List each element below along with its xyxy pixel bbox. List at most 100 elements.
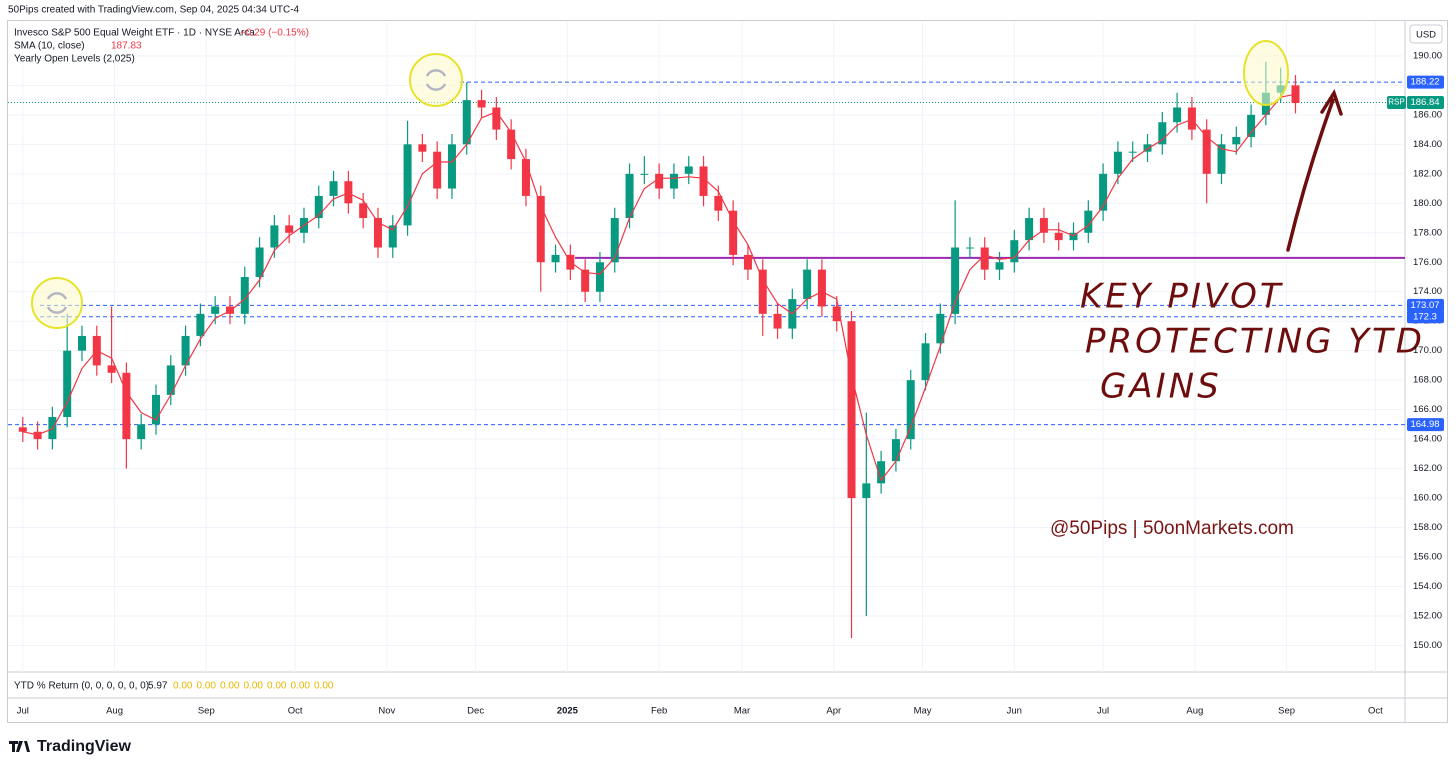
arrow: [1286, 88, 1343, 252]
ytd-zero-value: 0.00: [314, 681, 334, 692]
candles: [18, 61, 1300, 639]
candle-body: [137, 424, 146, 440]
y-tick-label: 162.00: [1413, 463, 1442, 474]
candle-body: [63, 350, 72, 418]
symbol-title: Invesco S&P 500 Equal Weight ETF · 1D · …: [14, 28, 255, 39]
x-tick-label: Nov: [378, 706, 395, 717]
logo-text: TradingView: [37, 738, 132, 755]
candle-body: [684, 166, 693, 174]
x-tick-label: Apr: [826, 706, 841, 717]
candle-body: [77, 335, 86, 351]
y-tick-label: 166.00: [1413, 404, 1442, 415]
candle-body: [1128, 151, 1137, 153]
arrow-head: [1320, 88, 1343, 116]
candle-body: [122, 372, 131, 440]
candle-body: [1202, 129, 1211, 174]
candle-body: [1143, 144, 1152, 152]
ytd-zero-value: 0.00: [173, 681, 193, 692]
symbol-label: RSP: [1388, 98, 1404, 107]
candle-body: [18, 427, 27, 432]
candle-body: [640, 173, 649, 175]
y-tick-label: 170.00: [1413, 345, 1442, 356]
candle-body: [329, 181, 338, 196]
candle-body: [1010, 240, 1019, 263]
levels: [8, 81, 1405, 426]
y-tick-label: 150.00: [1413, 640, 1442, 651]
x-tick-label: Oct: [1368, 706, 1383, 717]
x-tick-label: 2025: [557, 706, 579, 717]
y-tick-label: 152.00: [1413, 611, 1442, 622]
price-change: −0.29 (−0.15%): [240, 28, 309, 39]
y-tick-label: 174.00: [1413, 286, 1442, 297]
level-label: 188.22: [1410, 77, 1439, 88]
arrow-shaft: [1286, 98, 1335, 252]
candle-body: [1099, 173, 1108, 211]
candle-body: [625, 173, 634, 219]
candle-body: [344, 181, 353, 204]
x-tick-label: Sep: [1278, 706, 1295, 717]
replay-icon: [425, 69, 447, 91]
grid: [8, 22, 1405, 672]
candle-body: [980, 247, 989, 270]
candle-body: [921, 343, 930, 381]
candle-body: [1187, 107, 1196, 130]
highlight-circle: [31, 277, 83, 329]
candle-body: [803, 269, 812, 300]
candle-body: [1247, 114, 1256, 137]
ytd-zero-value: 0.00: [244, 681, 264, 692]
candle-body: [107, 365, 116, 373]
candle-body: [832, 306, 841, 322]
candle-body: [255, 247, 264, 277]
candle-body: [1069, 232, 1078, 241]
level-tag: [1407, 418, 1444, 432]
sma-value: 187.83: [111, 41, 142, 52]
level-tag: [1407, 310, 1444, 324]
level-label: 172.3: [1413, 311, 1437, 322]
level-label: 173.07: [1410, 300, 1439, 311]
candle-body: [1158, 122, 1167, 145]
price-label: 186.84: [1410, 97, 1439, 108]
watermark: @50Pips | 50onMarkets.com: [1050, 518, 1294, 539]
y-tick-label: 186.00: [1413, 109, 1442, 120]
candle-body: [418, 144, 427, 152]
candle-body: [373, 218, 382, 248]
candle-body: [359, 203, 368, 219]
candle-body: [906, 380, 915, 440]
symbol-tag: [1387, 95, 1406, 109]
ytd-values: 0.00 0.00 0.00 0.00 0.00 0.00 0.00: [173, 681, 334, 692]
sma-name: SMA (10, close): [14, 41, 85, 52]
candle-body: [1039, 218, 1048, 233]
y-tick-label: 180.00: [1413, 198, 1442, 209]
sma-line: [22, 93, 1296, 482]
candle-body: [1084, 210, 1093, 233]
candle-body: [521, 159, 530, 196]
indicator-name: Yearly Open Levels (2,025): [14, 54, 135, 65]
x-tick-label: Sep: [198, 706, 215, 717]
x-tick-label: Aug: [1186, 706, 1203, 717]
ytd-zero-value: 0.00: [220, 681, 240, 692]
candle-body: [773, 313, 782, 329]
level-tag: [1407, 298, 1444, 312]
x-tick-label: May: [914, 706, 932, 717]
x-tick-label: Oct: [288, 706, 303, 717]
candle-body: [862, 483, 871, 499]
candle-body: [285, 225, 294, 233]
x-tick-label: Dec: [467, 706, 484, 717]
candle-body: [507, 129, 516, 160]
candle-body: [936, 313, 945, 344]
candle-body: [477, 100, 486, 108]
y-tick-label: 184.00: [1413, 139, 1442, 150]
y-tick-label: 158.00: [1413, 522, 1442, 533]
currency-box[interactable]: [1409, 24, 1443, 44]
candle-body: [581, 269, 590, 292]
candle-body: [151, 394, 160, 425]
candle-body: [951, 247, 960, 314]
candle-body: [1173, 107, 1182, 123]
y-tick-label: 182.00: [1413, 168, 1442, 179]
candle-body: [388, 225, 397, 248]
x-tick-label: Jun: [1007, 706, 1022, 717]
candle-body: [995, 262, 1004, 270]
